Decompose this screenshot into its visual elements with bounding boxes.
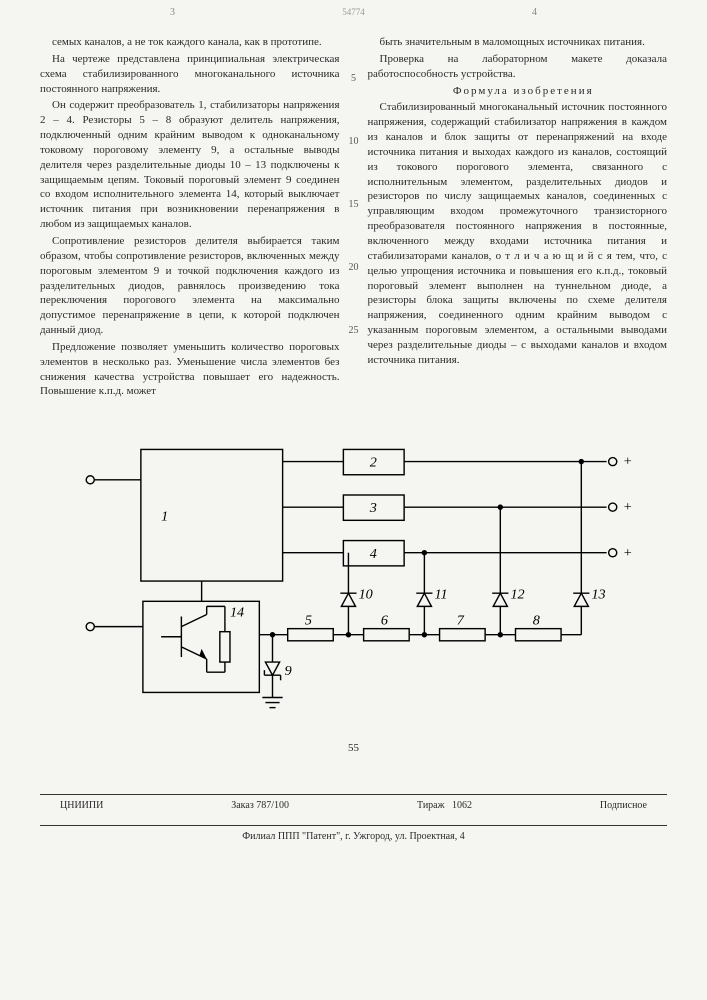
line-number: 25: [349, 324, 359, 338]
resistor-7: 7: [440, 613, 486, 641]
paragraph: Проверка на лабораторном макете доказала…: [368, 52, 668, 82]
resistor-6: 6: [364, 613, 410, 641]
paragraph: быть значительным в маломощных источника…: [368, 35, 668, 50]
page-num-left: 3: [170, 6, 175, 20]
page-number: 55: [40, 741, 667, 756]
svg-text:9: 9: [285, 663, 292, 679]
line-number: 10: [349, 135, 359, 149]
footer-row: ЦНИИПИ Заказ 787/100 Тираж 1062 Подписно…: [0, 795, 707, 817]
footer-tirazh: Тираж 1062: [417, 799, 472, 813]
paragraph: Он содержит преобразователь 1, стабилиза…: [40, 98, 340, 232]
paragraph: семых каналов, а не ток каждого канала, …: [40, 35, 340, 50]
terminal-plus: +: [623, 545, 633, 561]
block-3-label: 3: [369, 500, 377, 516]
circuit-svg: 1 2 3 4 + + +: [70, 421, 637, 731]
resistor-5: 5: [288, 613, 334, 641]
block-4-label: 4: [370, 546, 377, 562]
block-2-label: 2: [370, 455, 377, 471]
svg-text:13: 13: [591, 587, 605, 603]
diode-12: 12: [492, 507, 524, 635]
footer-org: ЦНИИПИ: [60, 799, 103, 813]
formula-heading: Формула изобретения: [368, 84, 668, 99]
page-num-right: 4: [532, 6, 537, 20]
svg-text:5: 5: [305, 613, 312, 629]
svg-text:7: 7: [457, 613, 465, 629]
right-column: быть значительным в маломощных источника…: [368, 35, 668, 401]
left-column: семых каналов, а не ток каждого канала, …: [40, 35, 340, 401]
diode-11: 11: [416, 553, 447, 635]
resistor-8: 8: [516, 613, 562, 641]
diode-10: 10: [340, 553, 372, 635]
footer-order: Заказ 787/100: [231, 799, 289, 813]
paragraph: Сопротивление резисторов делителя выбира…: [40, 234, 340, 338]
diode-13: 13: [573, 462, 605, 635]
terminal-plus: +: [623, 499, 633, 515]
diode-9: 9: [264, 635, 291, 698]
patent-number: 54774: [342, 6, 365, 18]
line-number: 5: [351, 72, 356, 86]
svg-text:6: 6: [381, 613, 389, 629]
paragraph: Предложение позволяет уменьшить количест…: [40, 340, 340, 399]
block-1-label: 1: [161, 509, 168, 525]
terminal-plus: +: [623, 454, 633, 470]
svg-text:12: 12: [510, 587, 524, 603]
paragraph: Стабилизированный многоканальный источни…: [368, 100, 668, 367]
svg-text:8: 8: [533, 613, 540, 629]
paragraph: На чертеже представлена принципиальная э…: [40, 52, 340, 97]
line-number: 20: [349, 261, 359, 275]
svg-text:11: 11: [435, 587, 448, 603]
svg-text:10: 10: [359, 587, 373, 603]
circuit-diagram: 1 2 3 4 + + +: [70, 421, 637, 731]
text-columns: семых каналов, а не ток каждого канала, …: [40, 35, 667, 401]
footer-address: Филиал ППП "Патент", г. Ужгород, ул. Про…: [0, 826, 707, 854]
page: 3 54774 4 5 10 15 20 25 семых каналов, а…: [0, 0, 707, 786]
line-number: 15: [349, 198, 359, 212]
footer-sub: Подписное: [600, 799, 647, 813]
block-14-label: 14: [230, 605, 244, 621]
